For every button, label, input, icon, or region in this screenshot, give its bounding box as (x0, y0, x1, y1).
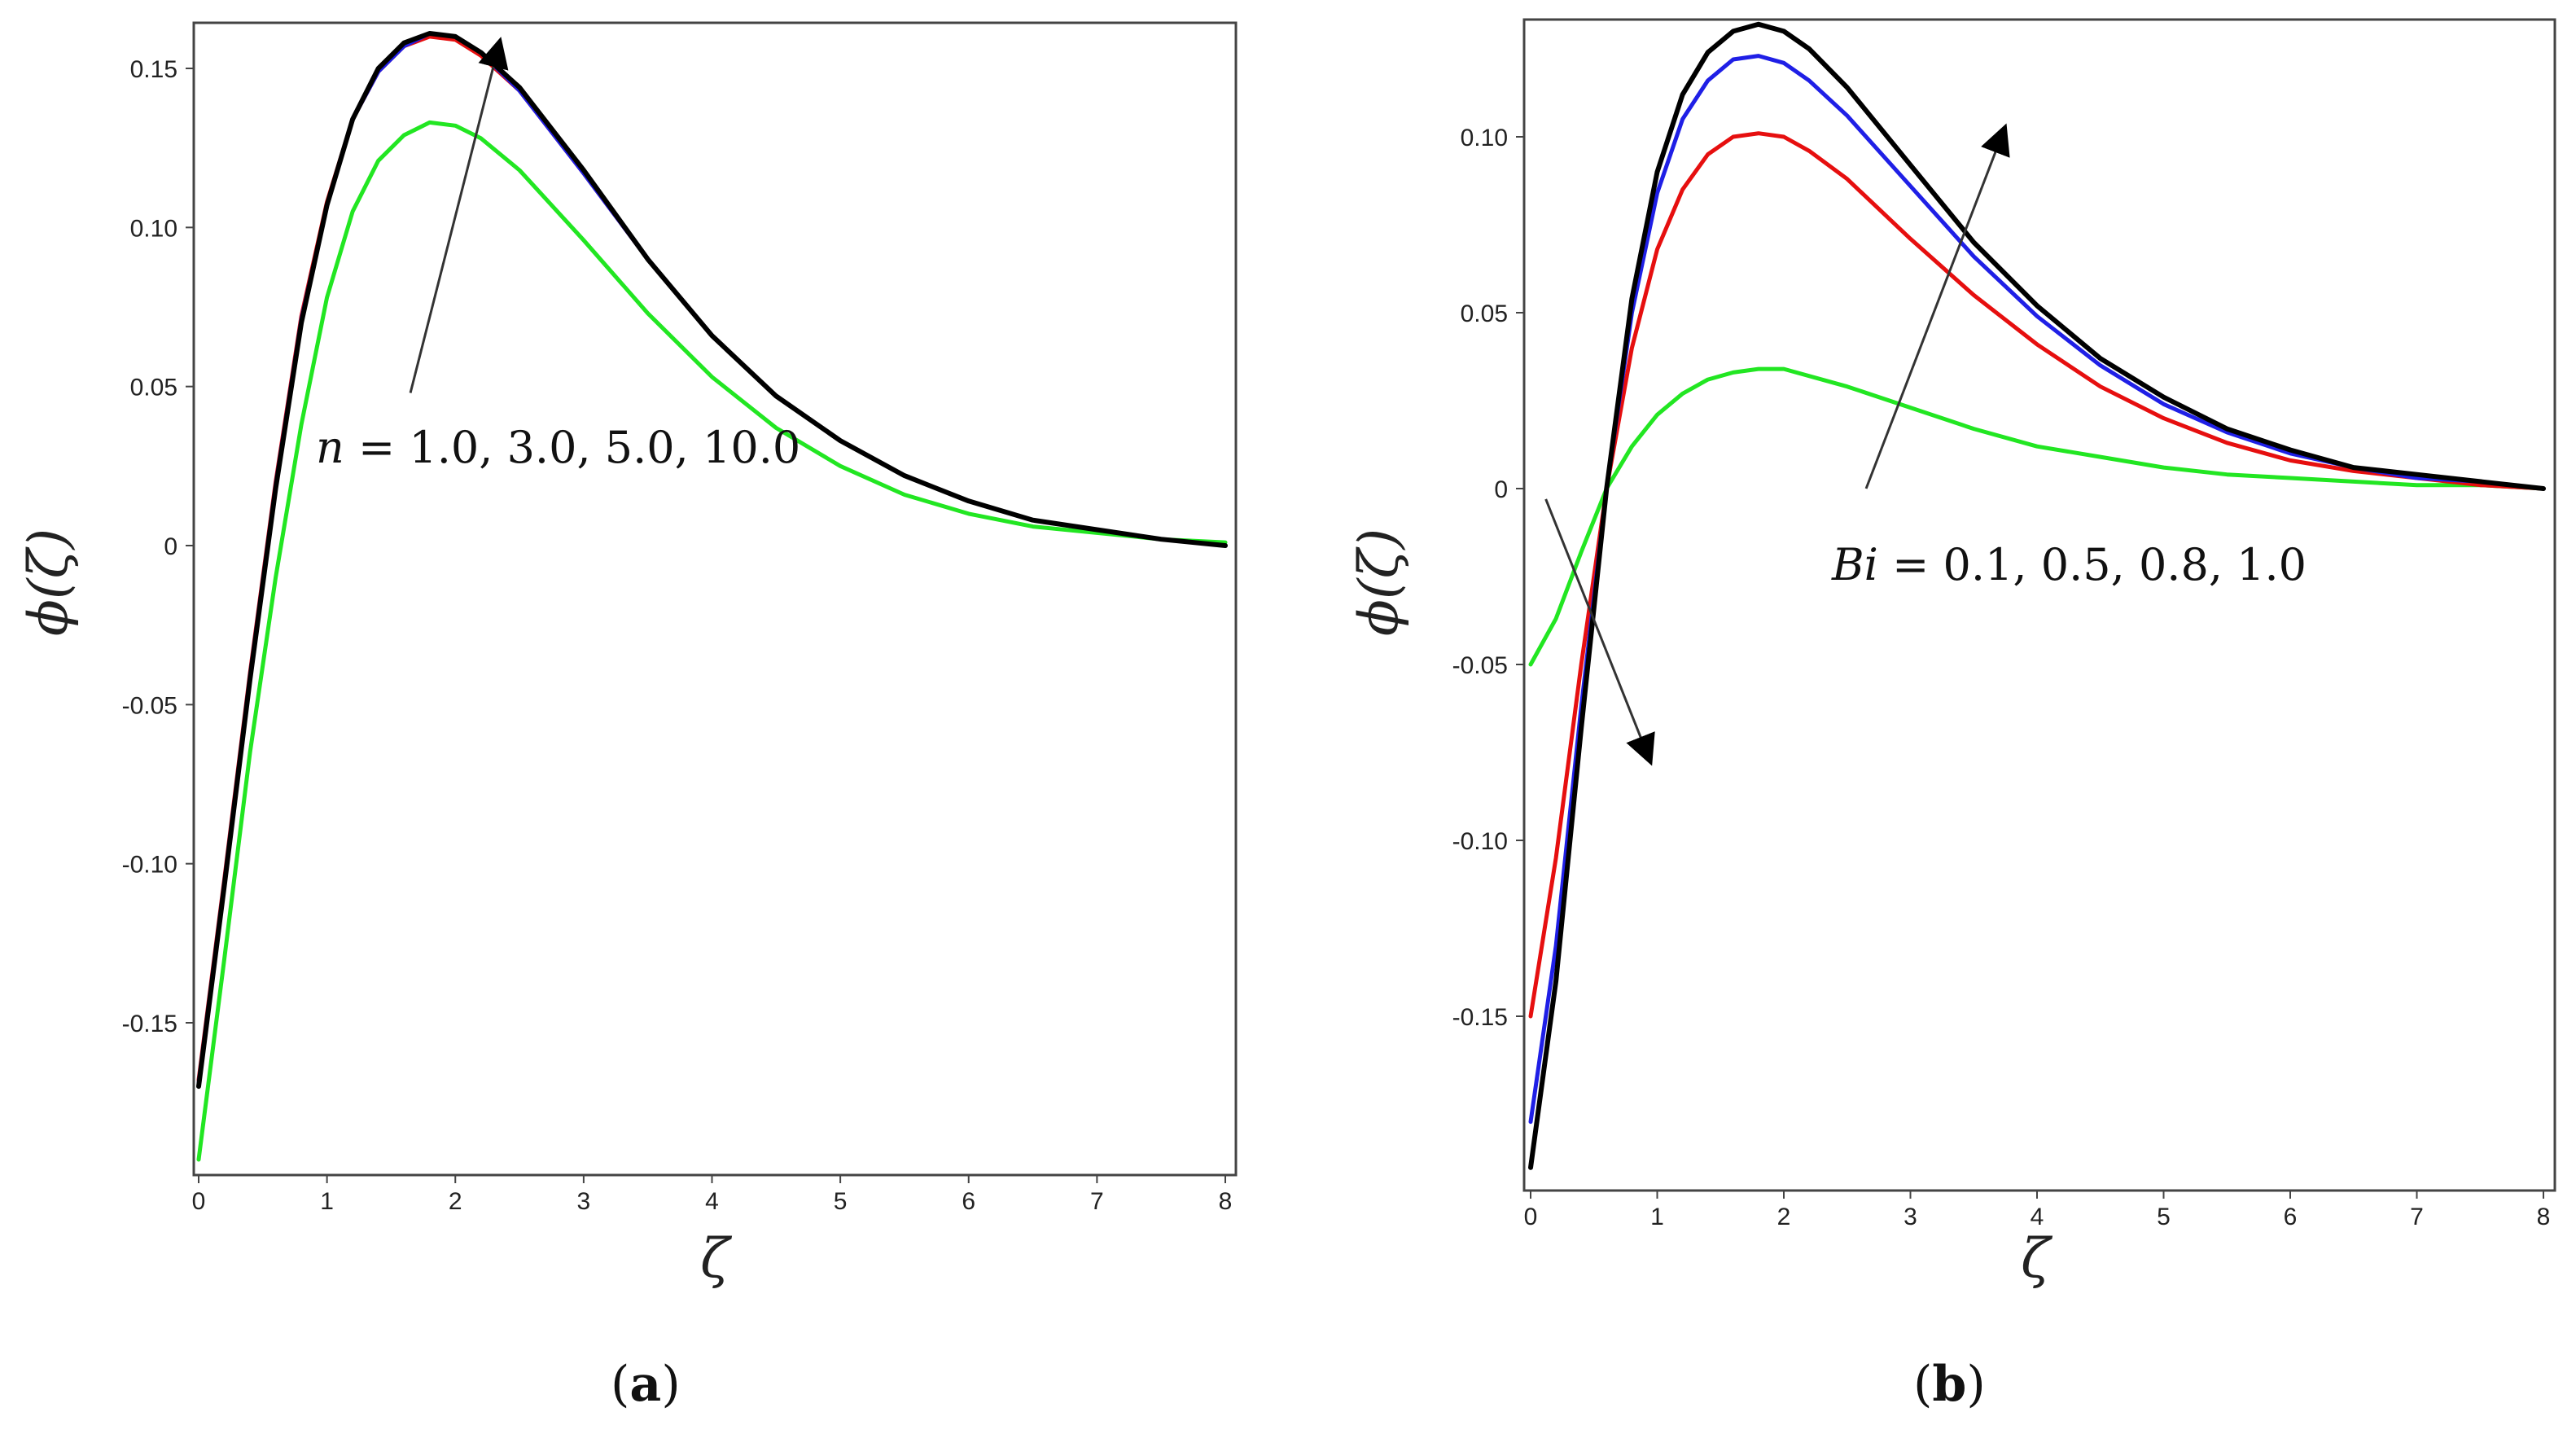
series-line-green (196, 120, 1228, 1162)
y-tick-label: -0.15 (122, 1011, 177, 1037)
y-axis-label: ϕ(ζ) (17, 528, 80, 636)
y-tick-group: 0.10 0.05 0 -0.05 -0.10 -0.15 (1452, 125, 1524, 1031)
x-tick-group: 0 1 2 3 4 5 6 7 8 (1524, 1191, 2551, 1230)
y-tick-label: 0 (1494, 476, 1508, 503)
series-line-black (196, 31, 1228, 1090)
annotation-values: = 0.1, 0.5, 0.8, 1.0 (1878, 539, 2307, 590)
x-tick-label: 6 (962, 1188, 975, 1215)
x-tick-label: 4 (705, 1188, 719, 1215)
x-tick-label: 4 (2031, 1204, 2044, 1230)
x-tick-label: 8 (2537, 1204, 2551, 1230)
annotation-arrow-down (1544, 498, 1655, 766)
annotation-arrow-up (1864, 123, 2010, 489)
plot-frame (192, 21, 1238, 1177)
annotation-symbol: n (316, 422, 344, 473)
panel-caption: (b) (1913, 1356, 1986, 1413)
x-tick-label: 2 (449, 1188, 462, 1215)
y-tick-label: 0.05 (130, 375, 177, 401)
x-tick-label: 0 (1524, 1204, 1538, 1230)
y-axis-label: ϕ(ζ) (1347, 528, 1410, 636)
x-axis-label: ζ (2021, 1227, 2053, 1290)
x-tick-label: 7 (1090, 1188, 1104, 1215)
x-tick-label: 7 (2410, 1204, 2424, 1230)
x-axis-label: ζ (700, 1227, 733, 1290)
x-tick-label: 5 (2157, 1204, 2171, 1230)
y-tick-label: 0.10 (130, 215, 177, 242)
y-tick-label: -0.05 (122, 692, 177, 719)
panel-a: 0 1 2 3 4 5 6 7 8 0.15 0.10 0.05 0 -0.05 -0.10 -0.15 n… (17, 21, 1238, 1413)
series-line-red (196, 34, 1228, 1082)
x-tick-group: 0 1 2 3 4 5 6 7 8 (192, 1175, 1233, 1215)
series-layer (196, 31, 1228, 1162)
y-tick-group: 0.15 0.10 0.05 0 -0.05 -0.10 -0.15 (122, 56, 194, 1037)
y-tick-label: -0.10 (122, 852, 177, 879)
y-tick-label: -0.05 (1452, 652, 1508, 679)
annotation-symbol: Bi (1831, 539, 1878, 590)
series-line-black (1528, 21, 2546, 1170)
x-tick-label: 3 (577, 1188, 591, 1215)
x-tick-label: 1 (1650, 1204, 1664, 1230)
y-tick-label: 0.10 (1461, 125, 1508, 151)
plot-frame (1522, 18, 2556, 1192)
y-tick-label: 0.05 (1461, 300, 1508, 327)
caption-letter: a (629, 1356, 661, 1413)
y-tick-label: 0.15 (130, 56, 177, 83)
x-tick-label: 2 (1777, 1204, 1791, 1230)
x-tick-label: 1 (320, 1188, 334, 1215)
y-tick-label: -0.15 (1452, 1004, 1508, 1031)
panel-caption: (a) (611, 1356, 681, 1413)
caption-letter: b (1932, 1356, 1966, 1413)
annotation-values: = 1.0, 3.0, 5.0, 10.0 (344, 422, 800, 473)
x-tick-label: 8 (1219, 1188, 1233, 1215)
series-layer (1528, 21, 2546, 1170)
y-tick-label: 0 (164, 533, 177, 560)
series-line-blue (196, 31, 1228, 1085)
x-tick-label: 3 (1904, 1204, 1917, 1230)
annotation-label: Bi = 0.1, 0.5, 0.8, 1.0 (1831, 539, 2307, 590)
annotation-arrow (409, 37, 509, 393)
x-tick-label: 5 (834, 1188, 848, 1215)
series-line-red (1528, 131, 2546, 1019)
panel-b: 0 1 2 3 4 5 6 7 8 0.10 0.05 0 -0.05 -0.10 -0.15 Bi = … (1347, 18, 2556, 1413)
x-tick-label: 0 (192, 1188, 206, 1215)
annotation-label: n = 1.0, 3.0, 5.0, 10.0 (316, 422, 800, 473)
series-line-green (1528, 366, 2546, 667)
y-tick-label: -0.10 (1452, 828, 1508, 855)
x-tick-label: 6 (2284, 1204, 2298, 1230)
